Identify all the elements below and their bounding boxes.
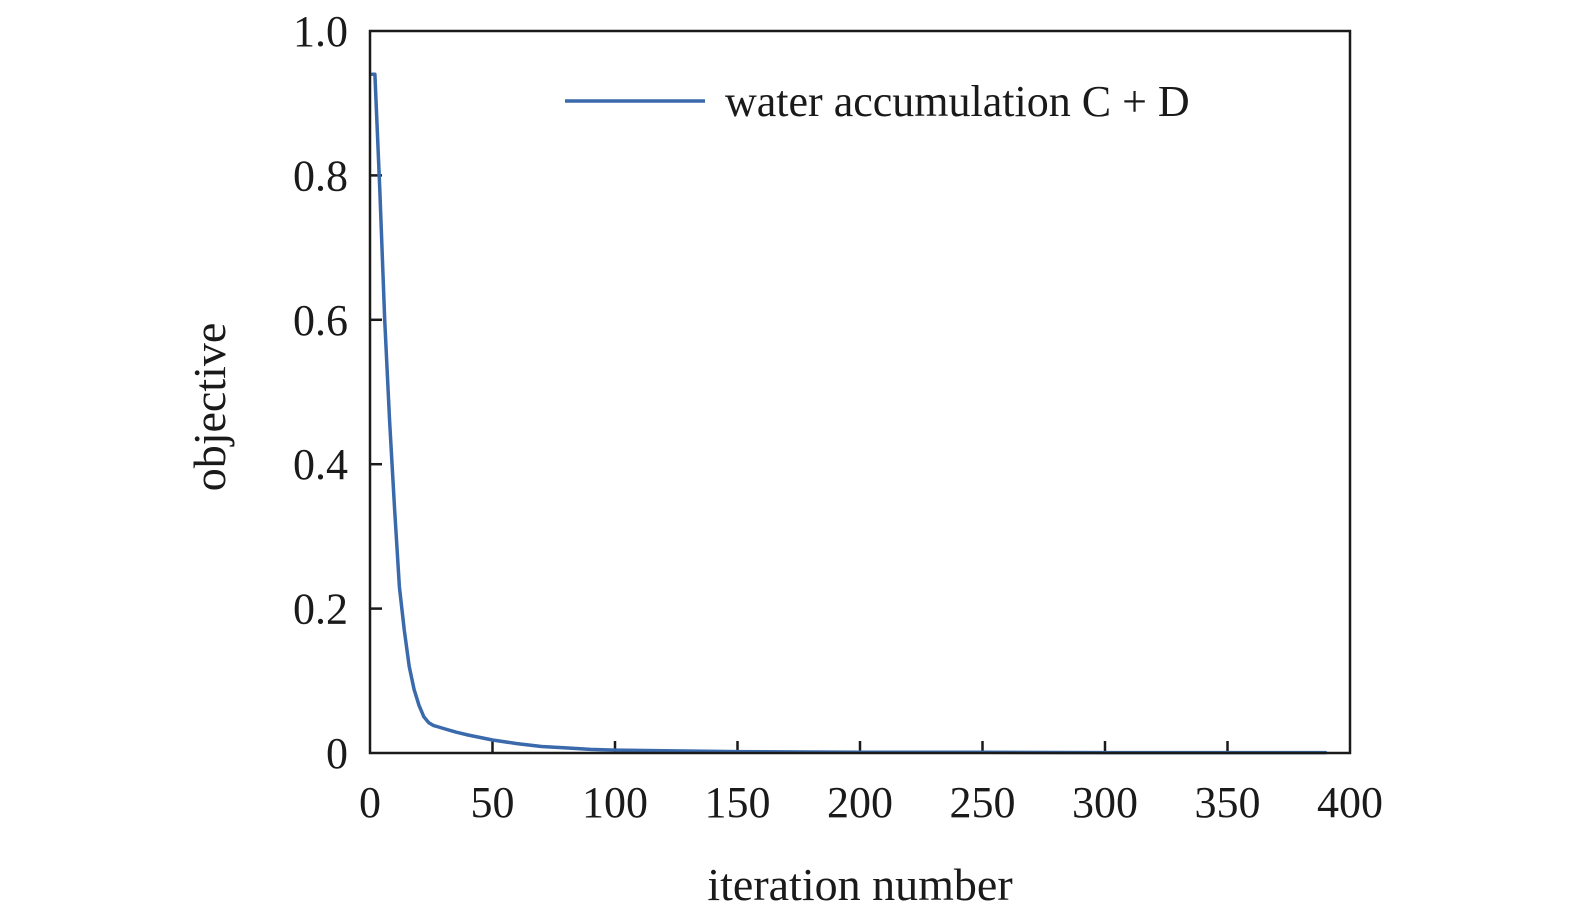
y-axis-ticks: 0 0.2 0.4 0.6 0.8 1.0 — [293, 7, 382, 778]
y-tick-label: 0.4 — [293, 440, 348, 489]
x-axis-ticks: 0 50 100 150 200 250 300 350 400 — [359, 741, 1383, 827]
legend-label: water accumulation C + D — [725, 77, 1190, 126]
y-tick-label: 0.2 — [293, 585, 348, 634]
x-tick-label: 400 — [1317, 778, 1383, 827]
series-line — [370, 72, 1328, 755]
y-tick-label: 0.6 — [293, 296, 348, 345]
series-layer — [370, 72, 1328, 755]
y-tick-label: 1.0 — [293, 7, 348, 56]
x-tick-label: 150 — [705, 778, 771, 827]
x-tick-label: 250 — [950, 778, 1016, 827]
x-tick-label: 350 — [1195, 778, 1261, 827]
x-tick-label: 300 — [1072, 778, 1138, 827]
legend: water accumulation C + D — [565, 77, 1190, 126]
x-tick-label: 50 — [471, 778, 515, 827]
y-tick-label: 0.8 — [293, 151, 348, 200]
plot-frame — [368, 29, 1352, 755]
x-tick-label: 0 — [359, 778, 381, 827]
x-tick-label: 200 — [827, 778, 893, 827]
x-axis-label: iteration number — [707, 859, 1012, 910]
y-tick-label: 0 — [326, 729, 348, 778]
y-axis-label: objective — [184, 323, 235, 492]
x-tick-label: 100 — [582, 778, 648, 827]
